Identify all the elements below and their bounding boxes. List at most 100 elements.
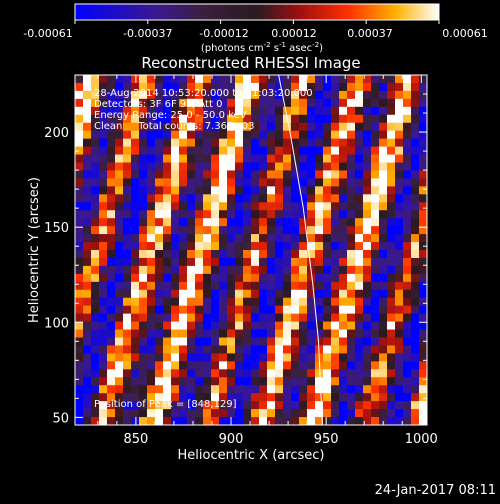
- heatmap-cell: [283, 353, 292, 362]
- heatmap-cell: [219, 313, 228, 323]
- heatmap-cell: [227, 170, 236, 179]
- heatmap-cell: [395, 401, 404, 410]
- heatmap-cell: [115, 90, 124, 100]
- heatmap-cell: [171, 178, 180, 187]
- heatmap-cell: [211, 417, 220, 425]
- heatmap-cell: [243, 106, 252, 116]
- heatmap-cell: [419, 202, 427, 211]
- annotation-energy-range: Energy Range: 25.0 - 50.0 keV: [94, 110, 247, 121]
- heatmap-cell: [395, 377, 404, 386]
- heatmap-cell: [291, 138, 300, 148]
- heatmap-cell: [395, 146, 404, 156]
- heatmap-cell: [283, 361, 292, 370]
- heatmap-cell: [115, 242, 124, 251]
- heatmap-cell: [83, 377, 92, 386]
- heatmap-cell: [339, 353, 348, 362]
- heatmap-cell: [99, 417, 108, 425]
- heatmap-cell: [179, 75, 188, 84]
- heatmap-cell: [235, 90, 244, 100]
- heatmap-cell: [251, 273, 260, 283]
- heatmap-cell: [339, 273, 348, 283]
- heatmap-cell: [307, 130, 316, 140]
- heatmap-cell: [107, 114, 116, 124]
- heatmap-cell: [275, 130, 284, 140]
- heatmap-cell: [147, 377, 156, 386]
- y-tick-label: 200: [44, 126, 69, 141]
- heatmap-cell: [91, 353, 100, 362]
- heatmap-cell: [275, 417, 284, 425]
- heatmap-cell: [323, 353, 332, 362]
- heatmap-cell: [379, 162, 388, 172]
- heatmap-cell: [155, 289, 164, 299]
- heatmap-cell: [259, 385, 268, 394]
- heatmap-cell: [243, 417, 252, 425]
- heatmap-cell: [339, 345, 348, 354]
- heatmap-cell: [123, 273, 132, 283]
- heatmap-cell: [355, 202, 364, 211]
- heatmap-cell: [91, 138, 100, 148]
- heatmap-cell: [75, 377, 84, 386]
- heatmap-cell: [219, 329, 228, 339]
- heatmap-cell: [235, 329, 244, 339]
- heatmap-cell: [123, 361, 132, 370]
- heatmap-cell: [99, 138, 108, 148]
- heatmap-cell: [363, 393, 372, 402]
- heatmap-cell: [179, 90, 188, 100]
- heatmap-cell: [219, 337, 228, 347]
- heatmap-cell: [211, 313, 220, 323]
- heatmap-cell: [419, 361, 427, 370]
- heatmap-cell: [299, 170, 308, 179]
- heatmap-cell: [339, 321, 348, 331]
- heatmap-cell: [131, 321, 140, 331]
- heatmap-cell: [107, 162, 116, 172]
- heatmap-cell: [123, 345, 132, 354]
- heatmap-cell: [283, 154, 292, 164]
- heatmap-cell: [419, 265, 427, 275]
- heatmap-cell: [283, 313, 292, 323]
- heatmap-cell: [107, 353, 116, 362]
- heatmap-cell: [339, 313, 348, 323]
- heatmap-cell: [291, 353, 300, 362]
- heatmap-cell: [227, 385, 236, 394]
- heatmap-cell: [163, 130, 172, 140]
- heatmap-cell: [267, 178, 276, 187]
- heatmap-cell: [307, 226, 316, 235]
- heatmap-cell: [107, 75, 116, 84]
- heatmap-cell: [195, 313, 204, 323]
- heatmap-cell: [403, 289, 412, 299]
- heatmap-cell: [131, 393, 140, 402]
- heatmap-cell: [267, 130, 276, 140]
- heatmap-cell: [123, 146, 132, 156]
- heatmap-cell: [315, 401, 324, 410]
- heatmap-cell: [299, 186, 308, 195]
- heatmap-cell: [371, 90, 380, 100]
- heatmap-cell: [235, 385, 244, 394]
- heatmap-cell: [187, 297, 196, 307]
- heatmap-cell: [283, 75, 292, 84]
- heatmap-cell: [339, 194, 348, 203]
- heatmap-cell: [275, 321, 284, 331]
- heatmap-cell: [419, 289, 427, 299]
- heatmap-cell: [251, 146, 260, 156]
- heatmap-cell: [363, 138, 372, 148]
- heatmap-cell: [115, 409, 124, 418]
- heatmap-cell: [227, 162, 236, 172]
- heatmap-cell: [147, 273, 156, 283]
- heatmap-cell: [123, 321, 132, 331]
- heatmap-cell: [155, 146, 164, 156]
- heatmap-cell: [355, 234, 364, 243]
- heatmap-cell: [235, 369, 244, 378]
- heatmap-cell: [139, 289, 148, 299]
- heatmap-cell: [411, 122, 420, 132]
- heatmap-cell: [171, 146, 180, 156]
- heatmap-cell: [195, 186, 204, 195]
- heatmap-cell: [419, 226, 427, 235]
- heatmap-cell: [243, 186, 252, 195]
- heatmap-cell: [403, 130, 412, 140]
- heatmap-cell: [171, 242, 180, 251]
- heatmap-cell: [107, 242, 116, 251]
- heatmap-cell: [315, 82, 324, 92]
- heatmap-cell: [139, 250, 148, 259]
- heatmap-cell: [419, 313, 427, 323]
- heatmap-cell: [107, 178, 116, 187]
